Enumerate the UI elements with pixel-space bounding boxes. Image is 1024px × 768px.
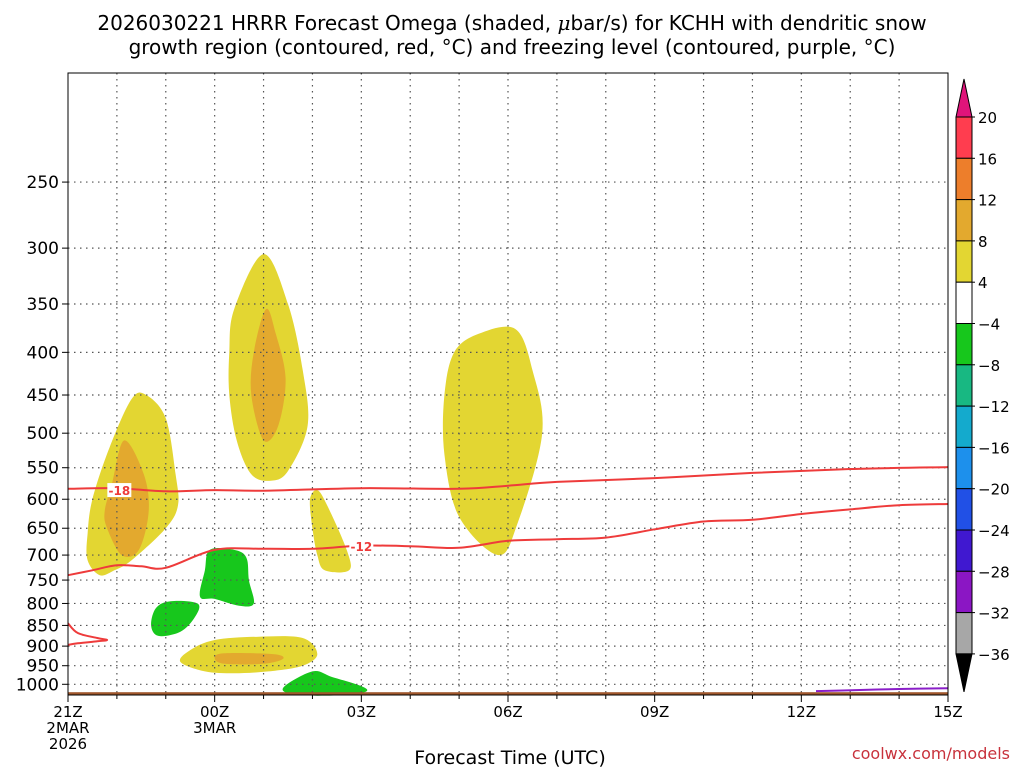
- omega-minus4-a-region: [199, 548, 255, 607]
- y-tick-label: 900: [27, 637, 59, 657]
- colorbar-swatch: [955, 323, 973, 366]
- dgz-lower-contour: [67, 622, 109, 646]
- colorbar-label: −32: [978, 605, 1010, 623]
- colorbar-top-arrow: [955, 78, 973, 118]
- contour-label: -18: [108, 484, 130, 498]
- contour-label-background-0: [107, 483, 132, 498]
- x-tick-label: 15Z: [933, 703, 962, 721]
- colorbar-label: −12: [978, 398, 1010, 416]
- y-tick-label: 1000: [16, 675, 59, 695]
- x-tick-label: 12Z: [787, 703, 816, 721]
- y-tick-label: 450: [27, 386, 59, 406]
- x-tick-label: 06Z: [493, 703, 522, 721]
- x-tick-label: 2MAR: [46, 719, 89, 737]
- colorbar-label: 4: [978, 274, 988, 292]
- x-tick-label: 00Z: [200, 703, 229, 721]
- x-tick-label: 2026: [49, 735, 87, 753]
- colorbar-swatch: [955, 240, 973, 283]
- omega-minus4-c-region: [282, 671, 368, 696]
- colorbar-swatch: [955, 364, 973, 407]
- colorbar-label: −16: [978, 439, 1010, 457]
- x-tick-label: 3MAR: [193, 719, 236, 737]
- x-tick-label: 09Z: [640, 703, 669, 721]
- y-tick-label: 700: [27, 546, 59, 566]
- omega-shading-layer: [86, 254, 543, 696]
- colorbar-swatch: [955, 281, 973, 325]
- omega-plus4-c-region: [309, 489, 351, 573]
- colorbar-swatch: [955, 157, 973, 201]
- y-tick-label: 650: [27, 519, 59, 539]
- y-axis: 2503003504004505005506006507007508008509…: [16, 173, 68, 695]
- omega-plus8-a-region: [104, 440, 149, 557]
- chart-title-line1: 2026030221 HRRR Forecast Omega (shaded, …: [97, 11, 926, 35]
- colorbar-swatch: [955, 116, 973, 159]
- freezing-level-contour: [815, 687, 949, 693]
- colorbar-label: −20: [978, 481, 1010, 499]
- omega-plus8-b-region: [250, 308, 286, 442]
- x-axis-label: Forecast Time (UTC): [414, 747, 605, 768]
- omega-colorbar: 20 16 12 8 4 −4 −8 −12 −16 −20 −24 −28 −32 −36: [955, 78, 1010, 693]
- colorbar-swatch: [955, 405, 973, 448]
- y-tick-label: 800: [27, 594, 59, 614]
- temperature-contours-layer: -18 -12: [67, 466, 949, 693]
- omega-plus8-e-region: [214, 652, 284, 665]
- contour-label: -12: [350, 540, 372, 554]
- colorbar-label: −36: [978, 646, 1010, 664]
- colorbar-swatch: [955, 529, 973, 572]
- colorbar-swatch: [955, 488, 973, 531]
- y-tick-label: 250: [27, 173, 59, 193]
- y-tick-label: 300: [27, 239, 59, 259]
- y-tick-label: 500: [27, 424, 59, 444]
- plot-area: -18 -12: [67, 72, 949, 696]
- y-tick-label: 750: [27, 571, 59, 591]
- y-tick-label: 550: [27, 459, 59, 479]
- watermark-text: coolwx.com/models: [852, 744, 1010, 763]
- surface-ground-bar: [68, 692, 948, 695]
- colorbar-label: 20: [978, 109, 997, 127]
- colorbar-label: −28: [978, 563, 1010, 581]
- omega-minus4-b-region: [151, 600, 200, 637]
- colorbar-bottom-arrow: [955, 653, 973, 693]
- colorbar-label: −24: [978, 522, 1010, 540]
- chart-title-line2: growth region (contoured, red, °C) and f…: [129, 35, 896, 59]
- x-tick-label: 03Z: [347, 703, 376, 721]
- colorbar-label: 16: [978, 150, 997, 168]
- y-tick-label: 950: [27, 657, 59, 677]
- colorbar-swatch: [955, 612, 973, 655]
- y-tick-label: 350: [27, 295, 59, 315]
- y-tick-label: 850: [27, 616, 59, 636]
- dgz-minus12-contour: [67, 503, 949, 577]
- y-tick-label: 400: [27, 343, 59, 363]
- grid-lines: [68, 73, 948, 695]
- colorbar-swatch: [955, 570, 973, 614]
- omega-plus4-d-region: [442, 326, 543, 556]
- x-tick-label: 21Z: [53, 703, 82, 721]
- colorbar-label: 8: [978, 233, 988, 251]
- contour-label-background-1: [349, 539, 374, 554]
- dgz-minus18-contour: [67, 466, 949, 493]
- colorbar-label: −8: [978, 357, 1000, 375]
- colorbar-swatch: [955, 199, 973, 242]
- colorbar-label: 12: [978, 192, 997, 210]
- colorbar-label: −4: [978, 316, 1000, 334]
- y-tick-label: 600: [27, 490, 59, 510]
- colorbar-swatch: [955, 446, 973, 490]
